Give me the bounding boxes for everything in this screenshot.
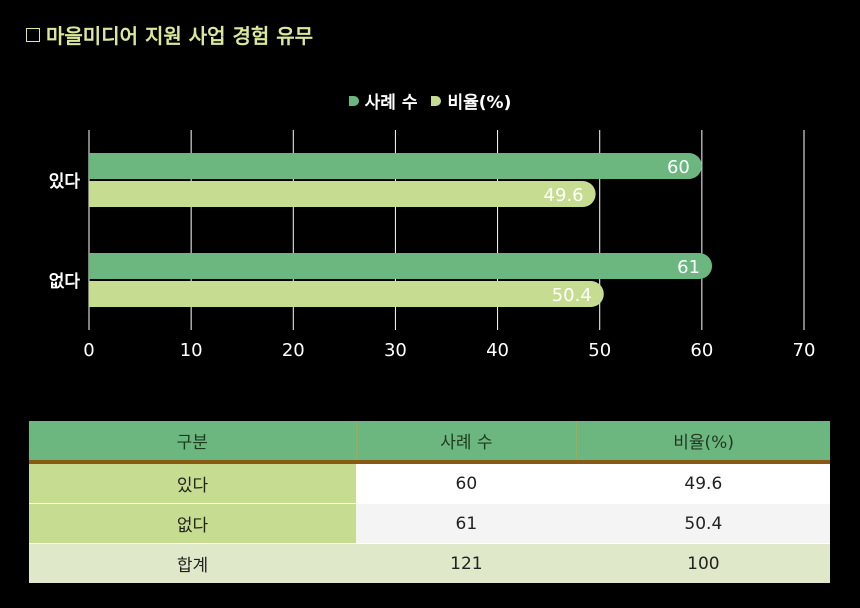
table-header-count: 사례 수 xyxy=(356,421,578,464)
legend-item-count: 사례 수 xyxy=(348,88,418,113)
bar-count xyxy=(89,153,702,179)
data-label: 60 xyxy=(667,157,690,178)
x-tick-label: 20 xyxy=(282,340,305,361)
table-row: 없다 61 50.4 xyxy=(29,503,830,544)
table-cell-ratio: 49.6 xyxy=(576,462,830,504)
x-tick-label: 60 xyxy=(690,340,713,361)
bar-chart: 0 10 20 30 40 50 60 70 있다 60 49.6 없다 61 50.4 xyxy=(49,130,816,361)
x-tick-label: 50 xyxy=(588,340,611,361)
x-tick-label: 10 xyxy=(180,340,203,361)
table-total-row: 합계 121 100 xyxy=(29,543,830,583)
table-total-ratio: 100 xyxy=(576,543,830,583)
checkbox-square-icon xyxy=(26,27,40,42)
category-label: 있다 xyxy=(49,172,81,192)
data-label: 61 xyxy=(677,257,700,278)
data-label: 50.4 xyxy=(552,285,592,306)
table-header-category: 구분 xyxy=(29,421,357,464)
legend-swatch-ratio xyxy=(431,95,442,106)
legend-item-ratio: 비율(%) xyxy=(431,88,511,113)
table-row: 있다 60 49.6 xyxy=(29,462,830,504)
x-tick-label: 40 xyxy=(486,340,509,361)
chart-legend: 사례 수 비율(%) xyxy=(0,88,860,113)
data-label: 49.6 xyxy=(544,185,584,206)
chart-title-text: 마을미디어 지원 사업 경험 유무 xyxy=(46,24,314,48)
table-cell-count: 60 xyxy=(356,462,577,504)
table-cell-label: 있다 xyxy=(29,462,356,504)
table-total-count: 121 xyxy=(356,543,577,583)
category-label: 없다 xyxy=(49,272,81,292)
x-tick-label: 0 xyxy=(83,340,94,361)
x-tick-label: 70 xyxy=(793,340,816,361)
table-cell-ratio: 50.4 xyxy=(576,503,830,544)
bar-ratio xyxy=(89,181,596,207)
bar-ratio xyxy=(89,281,604,307)
table-cell-count: 61 xyxy=(356,503,577,544)
summary-table: 구분 사례 수 비율(%) 있다 60 49.6 없다 61 50.4 합계 1… xyxy=(29,421,830,583)
table-total-label: 합계 xyxy=(29,543,356,583)
table-cell-label: 없다 xyxy=(29,503,356,544)
legend-label-count: 사례 수 xyxy=(364,93,418,113)
x-tick-label: 30 xyxy=(384,340,407,361)
legend-label-ratio: 비율(%) xyxy=(447,93,512,113)
legend-swatch-count xyxy=(348,95,359,106)
bar-count xyxy=(89,253,713,279)
table-header-ratio: 비율(%) xyxy=(576,421,830,464)
chart-title: 마을미디어 지원 사업 경험 유무 xyxy=(26,20,313,49)
